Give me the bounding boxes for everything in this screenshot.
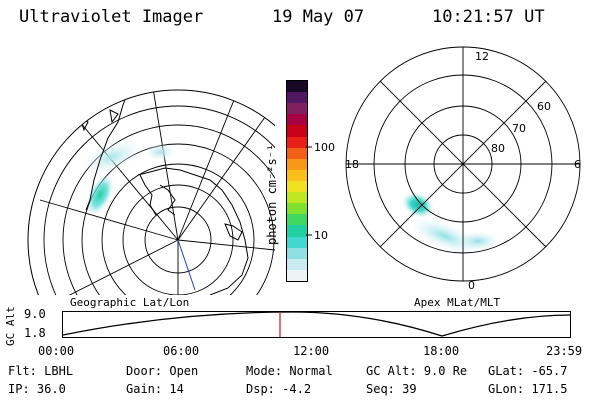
time-tick-1200: 12:00 [293,344,330,358]
colorbar-cell [287,81,307,93]
mlt-label-18: 18 [345,158,359,171]
mlat-label-60: 60 [537,100,551,113]
colorbar-cell [287,181,307,193]
time-tick-2359: 23:59 [546,344,583,358]
colorbar-cell [287,192,307,204]
altitude-tick-min: 1.8 [24,326,46,340]
altitude-axis-label: GC Alt [4,306,17,346]
status-door: Door: Open [126,364,199,378]
colorbar-cell [287,214,307,226]
time-tick-1800: 18:00 [423,344,460,358]
colorbar-cell [287,125,307,137]
mlt-label-12: 12 [475,50,489,63]
colorbar-ticks: 100 10 [306,141,335,242]
mlat-label-80: 80 [491,142,505,155]
observation-date: 19 May 07 [272,7,365,27]
status-gc-alt: GC Alt: 9.0 Re [366,364,468,378]
colorbar-cell [287,236,307,248]
status-seq: Seq: 39 [366,382,417,396]
colorbar-cell [287,258,307,270]
apex-map: 12 18 6 0 60 70 80 [345,46,581,292]
mlt-label-0: 0 [468,279,475,292]
status-glon: GLon: 171.5 [488,382,568,396]
status-glat: GLat: -65.7 [488,364,568,378]
colorbar-cell [287,247,307,259]
colorbar-unit-label: photon cm⁻²s⁻¹ [265,143,279,245]
time-tick-0600: 06:00 [163,344,200,358]
colorbar-cell [287,269,307,281]
geographic-map-label: Geographic Lat/Lon [70,296,190,309]
status-dsp: Dsp: -4.2 [246,382,312,396]
colorbar-cell [287,203,307,215]
colorbar-cell [287,158,307,170]
colorbar-cell [287,103,307,115]
mlt-label-6: 6 [574,158,581,171]
apex-map-label: Apex MLat/MLT [414,296,501,309]
altitude-tick-max: 9.0 [24,307,46,321]
colorbar-cell [287,169,307,182]
geographic-map [27,89,275,295]
status-flt: Flt: LBHL [8,364,74,378]
colorbar-cell [287,114,307,126]
observation-time: 10:21:57 UT [432,7,545,27]
mlat-label-70: 70 [512,122,526,135]
status-ip: IP: 36.0 [8,382,66,396]
instrument-title: Ultraviolet Imager [19,7,204,27]
colorbar-cell [287,92,307,104]
colorbar-tick-100: 100 [314,141,335,154]
colorbar-cell [287,225,307,237]
time-tick-0000: 00:00 [38,344,75,358]
altitude-plot [62,311,571,338]
intensity-colorbar [286,80,308,282]
colorbar-cell [287,136,307,148]
colorbar-tick-10: 10 [314,229,328,242]
status-gain: Gain: 14 [126,382,184,396]
colorbar-cell [287,147,307,159]
status-mode: Mode: Normal [246,364,333,378]
